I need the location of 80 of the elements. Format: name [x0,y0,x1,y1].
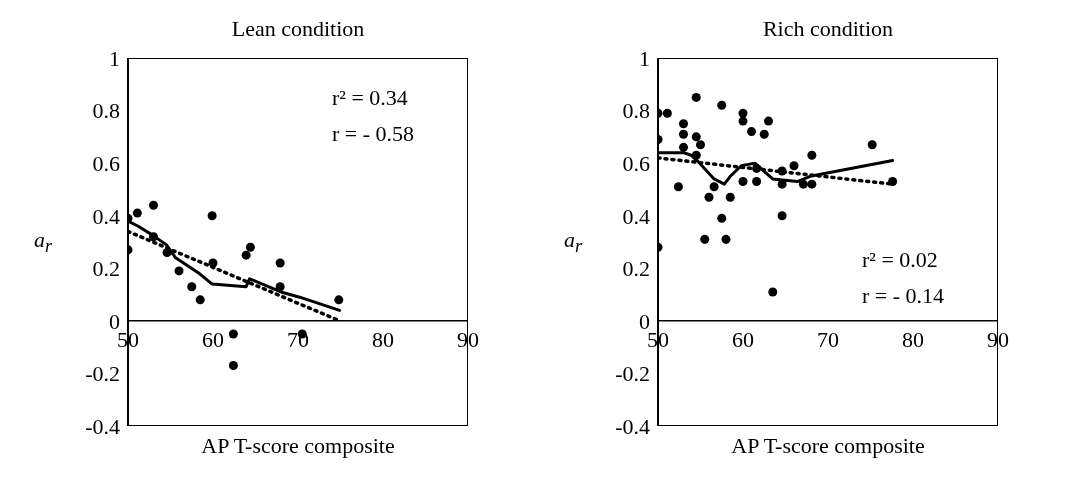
chart-title: Rich condition [761,16,895,42]
point [789,161,799,171]
y-tick-label: 1 [109,45,120,71]
x-tick-label: 60 [732,326,754,352]
point [717,213,727,223]
point [777,211,787,221]
point [187,282,197,292]
y-tick-label: 0.4 [622,203,650,229]
y-tick-label: -0.2 [615,361,650,387]
annotation: r² = 0.34 [332,84,409,112]
point [725,192,735,202]
y-tick-label: 0.8 [622,98,650,124]
y-tick-label: 0.6 [92,150,120,176]
annotation: r = - 0.14 [862,282,945,310]
annotation: r = - 0.58 [332,120,415,148]
point [691,132,701,142]
point [768,287,778,297]
y-axis-title: a$_{r}$ [32,227,54,258]
y-tick-label: 0.8 [92,98,120,124]
x-tick-label: 80 [372,326,394,352]
x-axis-title: AP T-score composite [200,433,396,459]
point [709,182,719,192]
y-tick-label: 0 [109,308,120,334]
point [777,166,787,176]
point [334,295,344,305]
point [673,182,683,192]
point [678,129,689,139]
point [752,177,762,187]
point [798,179,808,189]
y-tick-label: -0.4 [85,413,120,439]
point [174,266,184,276]
x-axis-title: AP T-score composite [730,433,926,459]
point [132,208,142,218]
y-tick-label: -0.4 [615,413,650,439]
point [678,119,689,129]
point [678,142,689,152]
point [207,211,217,221]
point [241,250,251,260]
point [148,200,159,210]
chart-title: Lean condition [230,16,366,42]
point [888,177,898,187]
y-tick-label: -0.2 [85,361,120,387]
x-tick-label: 70 [817,326,839,352]
point [208,258,218,268]
point [228,361,238,371]
point [162,248,172,258]
point [275,282,285,292]
point [695,140,706,150]
y-tick-label: 0.2 [92,256,120,282]
annotation: r² = 0.02 [862,246,939,274]
point [867,140,877,150]
point [807,179,817,189]
point [245,242,255,252]
point [195,295,205,305]
point [662,108,672,118]
point [275,258,285,268]
y-tick-label: 1 [639,45,650,71]
y-tick-label: 0.2 [622,256,650,282]
point [746,127,757,137]
point [691,150,701,160]
point [759,129,769,139]
point [721,234,731,244]
point [717,100,727,110]
y-tick-label: 0 [639,308,650,334]
point [704,192,714,202]
y-axis-title: a$_{r}$ [562,227,584,258]
x-tick-label: 80 [902,326,924,352]
point [700,234,710,244]
point [752,163,762,173]
x-tick-label: 60 [202,326,224,352]
y-tick-label: 0.4 [92,203,120,229]
point [228,329,238,339]
point [691,92,701,102]
point [763,116,774,126]
y-tick-label: 0.6 [622,150,650,176]
point [738,177,748,187]
point [738,108,748,118]
point [738,116,748,126]
point [148,232,159,242]
point [807,150,817,160]
